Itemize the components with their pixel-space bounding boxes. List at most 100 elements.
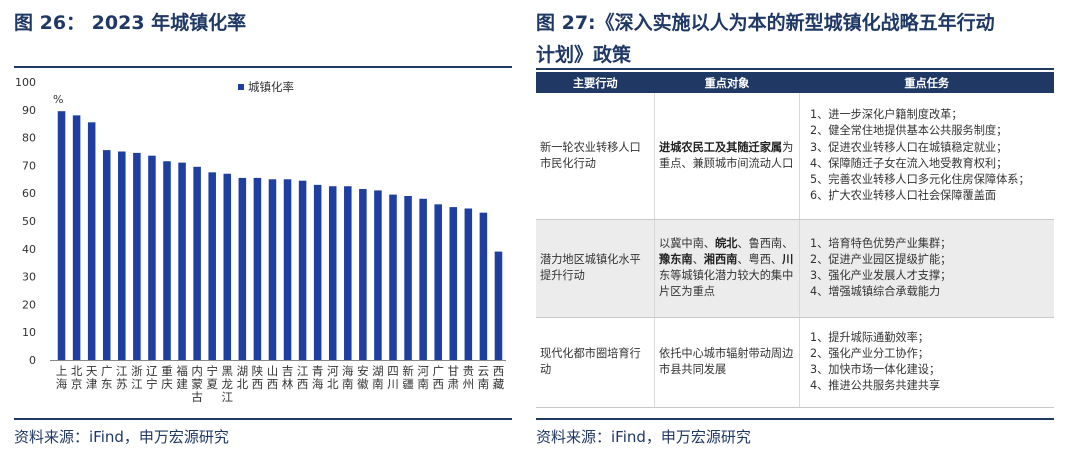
table-row: 潜力地区城镇化水平提升行动 以冀中南、皖北、鲁西南、豫东南、湘西南、粤西、川东等城… [536,219,1054,318]
x-tick-label: 海 [56,377,68,391]
task-item: 5、完善农业转移人口多元化住房保障体系； [810,172,1030,186]
left-title-rule [14,66,512,68]
bar [118,151,126,360]
x-tick-label: 苏 [116,377,128,391]
x-tick-label: 福 [176,364,188,378]
header-action: 主要行动 [536,72,655,93]
bar [298,180,307,360]
y-tick-label: 60 [22,187,36,200]
target-highlight: 进城农民工及其随迁家属 [659,140,783,154]
x-tick-label: 西 [267,377,279,391]
x-tick-label: 浙 [131,364,143,378]
x-tick-label: 辽 [146,364,158,378]
target-cell: 以冀中南、皖北、鲁西南、豫东南、湘西南、粤西、川东等城镇化潜力较大的集中片区为重… [654,219,800,318]
x-tick-label: 安 [357,364,369,378]
x-tick-label: 肃 [448,377,460,391]
table-title-line2: 计划》政策 [536,44,632,66]
task-item: 1、进一步深化户籍制度改革； [810,108,963,122]
x-tick-label: 黑 [222,364,234,378]
x-tick-label: 庆 [161,377,173,391]
x-tick-label: 宁 [206,364,218,378]
left-source-rule [14,418,512,420]
x-tick-label: 南 [342,377,354,391]
x-tick-label: 北 [237,377,249,391]
task-item: 1、培育特色优势产业集群； [810,236,952,250]
x-tick-label: 宁 [146,377,158,391]
x-tick-label: 湖 [372,364,384,378]
left-source-text: 资料来源：iFind，申万宏源研究 [14,428,229,446]
x-tick-label: 天 [86,364,98,378]
header-target: 重点对象 [654,72,800,93]
x-tick-label: 新 [402,364,414,378]
task-item: 4、增强城镇综合承载能力 [810,285,941,299]
task-item: 4、推进公共服务共建共享 [810,379,941,393]
task-item: 6、扩大农业转移人口社会保障覆盖面 [810,189,997,203]
x-tick-label: 贵 [463,364,475,378]
legend-label: 城镇化率 [248,80,294,94]
bar [148,155,156,360]
task-item: 3、促进农业转移人口在城镇稳定就业； [810,140,1008,154]
x-tick-label: 湖 [237,364,249,378]
legend-swatch [238,84,244,90]
y-tick-label: 90 [22,104,36,117]
x-tick-label: 龙 [222,377,234,391]
y-tick-label: 30 [22,271,36,284]
bar [268,179,277,360]
x-tick-label: 西 [493,364,505,378]
target-cell: 进城农民工及其随迁家属为重点、兼顾城市间流动人口 [654,93,800,220]
bar [193,166,201,360]
x-tick-label: 古 [191,390,203,404]
task-item: 3、强化产业发展人才支撑； [810,269,952,282]
x-tick-label: 津 [86,377,98,391]
x-tick-label: 海 [342,364,354,378]
bar [72,115,81,360]
target-cell: 依托中心城市辐射带动周边市县共同发展 [654,317,800,408]
target-text: 为重点、兼顾城市间流动人口 [659,140,794,170]
bar [359,189,367,360]
bar [163,161,171,360]
action-cell: 现代化都市圈培育行动 [536,317,655,408]
table-title-line1: 图 27:《深入实施以人为本的新型城镇化战略五年行动 [536,12,995,34]
right-title-rule [536,68,1054,70]
target-text: 以冀中南、 [659,236,715,250]
y-tick-label: 80 [22,132,36,145]
y-tick-label: 0 [29,354,36,367]
table-row: 现代化都市圈培育行动 依托中心城市辐射带动周边市县共同发展 1、提升城际通勤效率； 2… [536,317,1054,408]
tasks-cell: 1、进一步深化户籍制度改革； 2、健全常住地提供基本公共服务制度； 3、促进农业转移… [799,93,1054,220]
urbanization-bar-chart: 0102030405060708090100上海北京天津广东江苏浙江辽宁重庆福建… [15,76,506,404]
x-tick-label: 徽 [357,377,369,391]
tasks-cell: 1、培育特色优势产业集群； 2、促进产业园区提级扩能； 3、强化产业发展人才支撑； 4… [799,219,1054,318]
target-highlight: 皖北 [714,236,738,250]
task-item: 1、提升城际通勤效率； [810,330,929,344]
x-tick-label: 广 [432,364,444,378]
y-tick-label: 20 [22,298,36,311]
x-tick-label: 重 [161,364,173,378]
task-item: 2、强化产业分工协作； [810,346,929,360]
bar [133,152,141,360]
x-tick-label: 南 [372,377,384,391]
y-tick-label: 50 [22,215,36,228]
x-tick-label: 东 [101,377,113,391]
x-tick-label: 河 [327,364,339,378]
right-source-rule [536,418,1054,420]
y-tick-label: 40 [22,243,36,256]
bar [449,207,458,360]
x-tick-label: 四 [387,364,399,378]
bar [464,208,473,360]
bar [374,190,382,360]
task-item: 2、促进产业园区提级扩能； [810,252,952,266]
x-tick-label: 上 [56,364,68,378]
x-tick-label: 青 [312,364,324,378]
bar [238,177,247,360]
target-text: 、鲁西南、 [737,236,794,250]
bar [223,173,232,360]
bar [253,177,262,360]
x-tick-label: 甘 [448,364,460,378]
y-tick-label: 10 [22,326,36,339]
bar [419,198,427,360]
x-tick-label: 南 [478,377,490,391]
y-tick-label: 100 [15,76,36,89]
table-row: 新一轮农业转移人口市民化行动 进城农民工及其随迁家属为重点、兼顾城市间流动人口 1、… [536,93,1054,220]
action-cell: 潜力地区城镇化水平提升行动 [536,219,655,318]
task-item: 3、加快市场一体化建设； [810,363,941,376]
